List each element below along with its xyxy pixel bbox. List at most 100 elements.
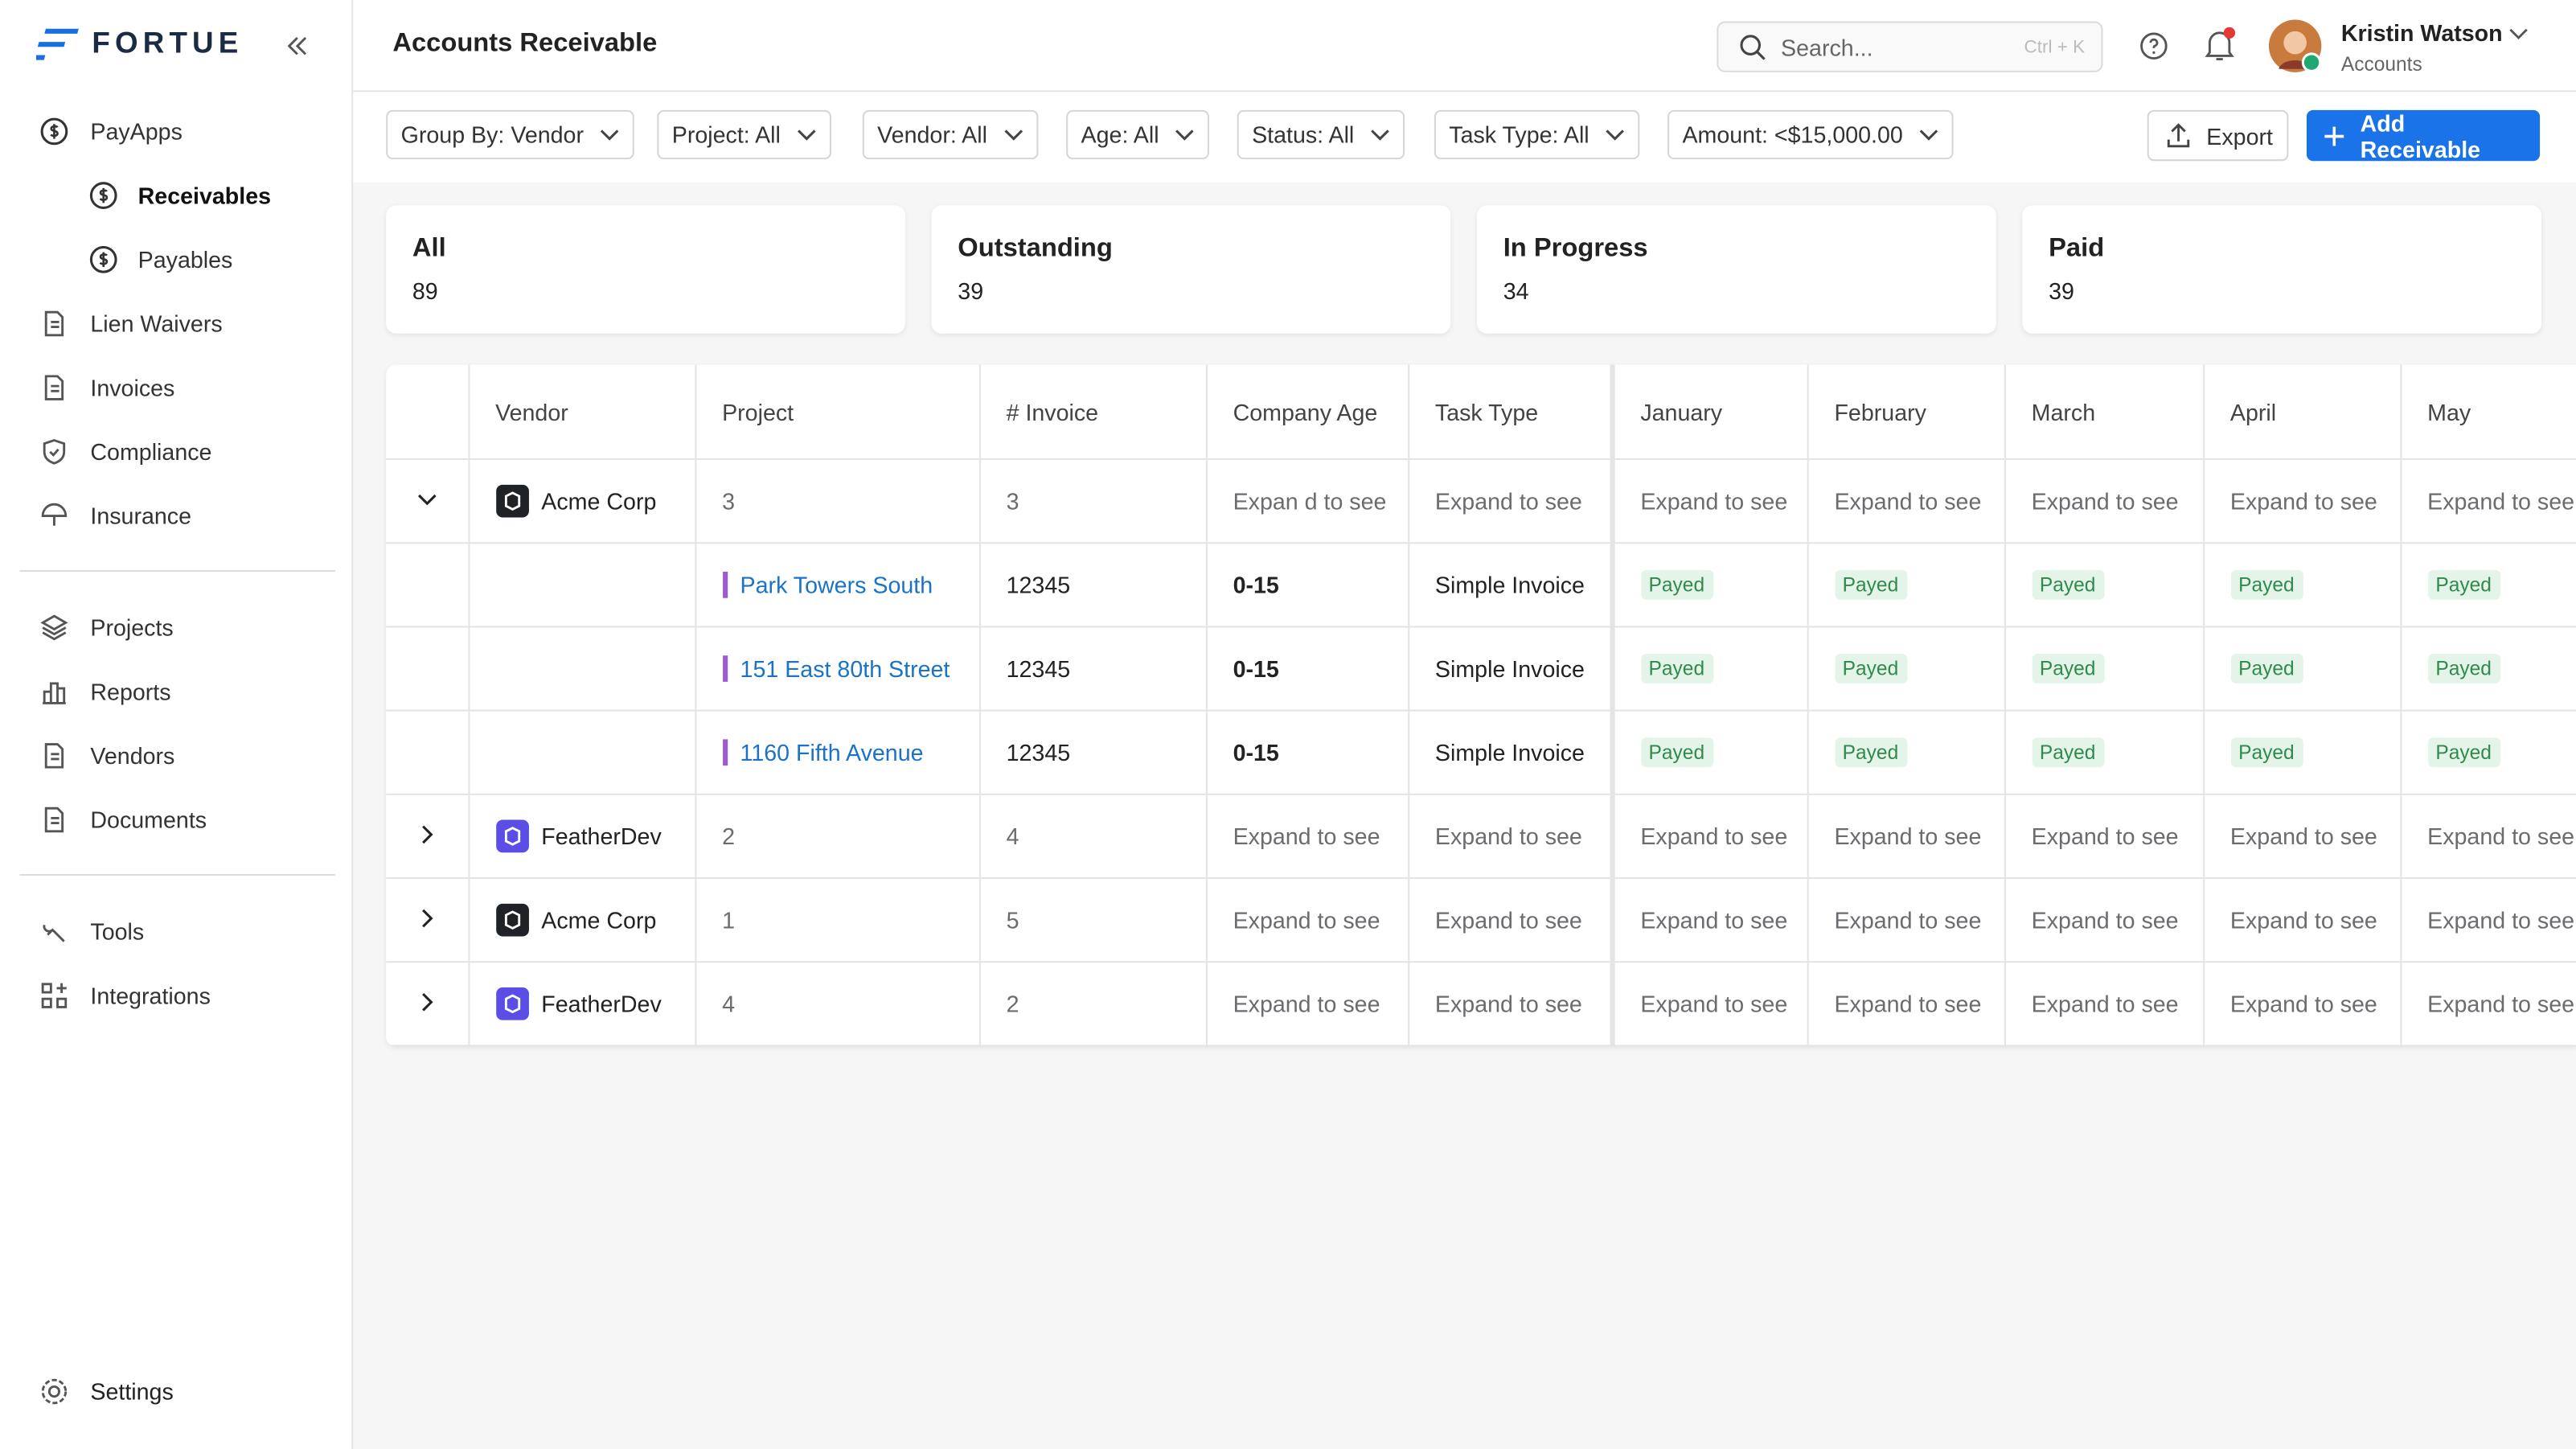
vendor[interactable]: Acme Corp [495, 904, 668, 937]
month-cell: Payed [2400, 711, 2576, 794]
filter-dropdown[interactable]: Group By: Vendor [386, 110, 634, 159]
nav-label: Invoices [90, 374, 174, 400]
header-cell[interactable]: April [2203, 365, 2400, 459]
collapse-button[interactable] [286, 35, 310, 58]
header-row: VendorProject# InvoiceCompany AgeTask Ty… [386, 365, 2576, 459]
filter-dropdown[interactable]: Age: All [1066, 110, 1210, 159]
project-link[interactable]: Park Towers South [722, 572, 933, 598]
filter-dropdown[interactable]: Task Type: All [1434, 110, 1640, 159]
stat-card[interactable]: In Progress34 [1477, 205, 1996, 333]
notification-button[interactable] [2203, 27, 2236, 63]
add-button[interactable]: Add Receivable [2307, 110, 2540, 161]
icon [39, 372, 69, 402]
nav-item[interactable]: Payables [20, 227, 335, 291]
header-cell[interactable]: # Invoice [979, 365, 1206, 459]
status-badge: Payed [2032, 737, 2104, 767]
avatar[interactable] [2269, 20, 2324, 76]
export-button[interactable]: Export [2147, 110, 2289, 161]
nav-item[interactable]: Receivables [20, 162, 335, 227]
brand: FORTUE [92, 27, 243, 61]
icon [2323, 124, 2345, 147]
nav-item[interactable]: Vendors [20, 723, 335, 787]
month-cell: Payed [1807, 543, 2004, 626]
expand-hint: Expand to see [2400, 962, 2576, 1045]
stat-card[interactable]: Outstanding39 [932, 205, 1451, 333]
header-cell[interactable]: February [1807, 365, 2004, 459]
icon [88, 180, 118, 210]
help-button[interactable] [2139, 31, 2169, 61]
icon [39, 308, 69, 338]
header-cell[interactable]: Vendor [468, 365, 695, 459]
group-row: FeatherDev24Expand to seeExpand to seeEx… [386, 794, 2576, 878]
filter-dropdown[interactable]: Amount: <$15,000.00 [1667, 110, 1954, 159]
vendor[interactable]: FeatherDev [495, 987, 668, 1020]
nav-label: Documents [90, 806, 207, 832]
nav-item[interactable]: Invoices [20, 355, 335, 419]
filter-label: Status: All [1252, 121, 1354, 148]
vendor-name: Acme Corp [541, 907, 656, 934]
invoice-count: 3 [979, 459, 1206, 543]
nav-item[interactable]: PayApps [20, 99, 335, 163]
header-cell[interactable]: Project [695, 365, 979, 459]
chevron [600, 125, 620, 145]
expand-hint: Expand to see [1612, 459, 1807, 543]
project-link[interactable]: 1160 Fifth Avenue [722, 739, 923, 766]
button-label: Export [2206, 122, 2273, 149]
nav-item[interactable]: Compliance [20, 419, 335, 483]
status-badge: Payed [1834, 737, 1906, 767]
filter-dropdown[interactable]: Vendor: All [863, 110, 1039, 159]
empty-cell [386, 711, 468, 794]
project-count: 2 [695, 794, 979, 878]
expand-cell[interactable] [386, 878, 468, 962]
month-cell: Payed [2400, 626, 2576, 710]
nav-item[interactable]: Settings [39, 1377, 174, 1406]
user-menu[interactable] [2508, 27, 2529, 43]
icon [39, 740, 69, 770]
sidebar: FORTUE PayAppsReceivablesPayables Lien Wa… [0, 0, 353, 1449]
nav-label: Lien Waivers [90, 310, 222, 336]
nav-item[interactable]: Reports [20, 659, 335, 723]
nav-item[interactable]: Insurance [20, 483, 335, 548]
logo[interactable]: FORTUE [36, 27, 243, 61]
nav-item[interactable]: Projects [20, 595, 335, 659]
nav-item[interactable]: Integrations [20, 963, 335, 1027]
expand-hint: Expand to see [1408, 878, 1611, 962]
nav-label: Settings [90, 1378, 173, 1405]
header-cell[interactable]: Task Type [1408, 365, 1611, 459]
search-box[interactable]: Search... Ctrl + K [1717, 22, 2102, 72]
nav-label: Vendors [90, 741, 174, 768]
expand-hint: Expand to see [2203, 459, 2400, 543]
stat-value: 39 [958, 277, 983, 304]
header-cell[interactable]: May [2400, 365, 2576, 459]
stat-card[interactable]: Paid39 [2022, 205, 2541, 333]
expand-hint: Expand to see [2400, 794, 2576, 878]
vendor[interactable]: Acme Corp [495, 485, 668, 518]
expand-cell[interactable] [386, 459, 468, 543]
header-cell[interactable]: January [1612, 365, 1807, 459]
header: Accounts Receivable Search... Ctrl + K K… [353, 0, 2576, 92]
invoice-count: 4 [979, 794, 1206, 878]
header-cell[interactable]: March [2004, 365, 2203, 459]
stat-card[interactable]: All89 [386, 205, 905, 333]
logo-mark [36, 27, 82, 60]
nav-item[interactable]: Tools [20, 899, 335, 963]
expand-hint: Expand to see [1408, 794, 1611, 878]
vendor-logo [495, 820, 528, 853]
main: Accounts Receivable Search... Ctrl + K K… [353, 0, 2576, 1449]
search-placeholder: Search... [1781, 34, 2024, 60]
expand-cell[interactable] [386, 794, 468, 878]
vendor[interactable]: FeatherDev [495, 820, 668, 853]
project-link[interactable]: 151 East 80th Street [722, 655, 950, 682]
expand-cell[interactable] [386, 962, 468, 1045]
stat-label: All [412, 235, 446, 265]
icon [39, 980, 69, 1010]
expand-hint: Expand to see [1408, 459, 1611, 543]
filter-dropdown[interactable]: Status: All [1237, 110, 1405, 159]
header-cell[interactable]: Company Age [1206, 365, 1408, 459]
filter-dropdown[interactable]: Project: All [657, 110, 831, 159]
nav-item[interactable]: Lien Waivers [20, 291, 335, 355]
nav-label: Reports [90, 678, 170, 704]
icon [39, 612, 69, 642]
nav-item[interactable]: Documents [20, 787, 335, 852]
chevron [417, 825, 437, 845]
